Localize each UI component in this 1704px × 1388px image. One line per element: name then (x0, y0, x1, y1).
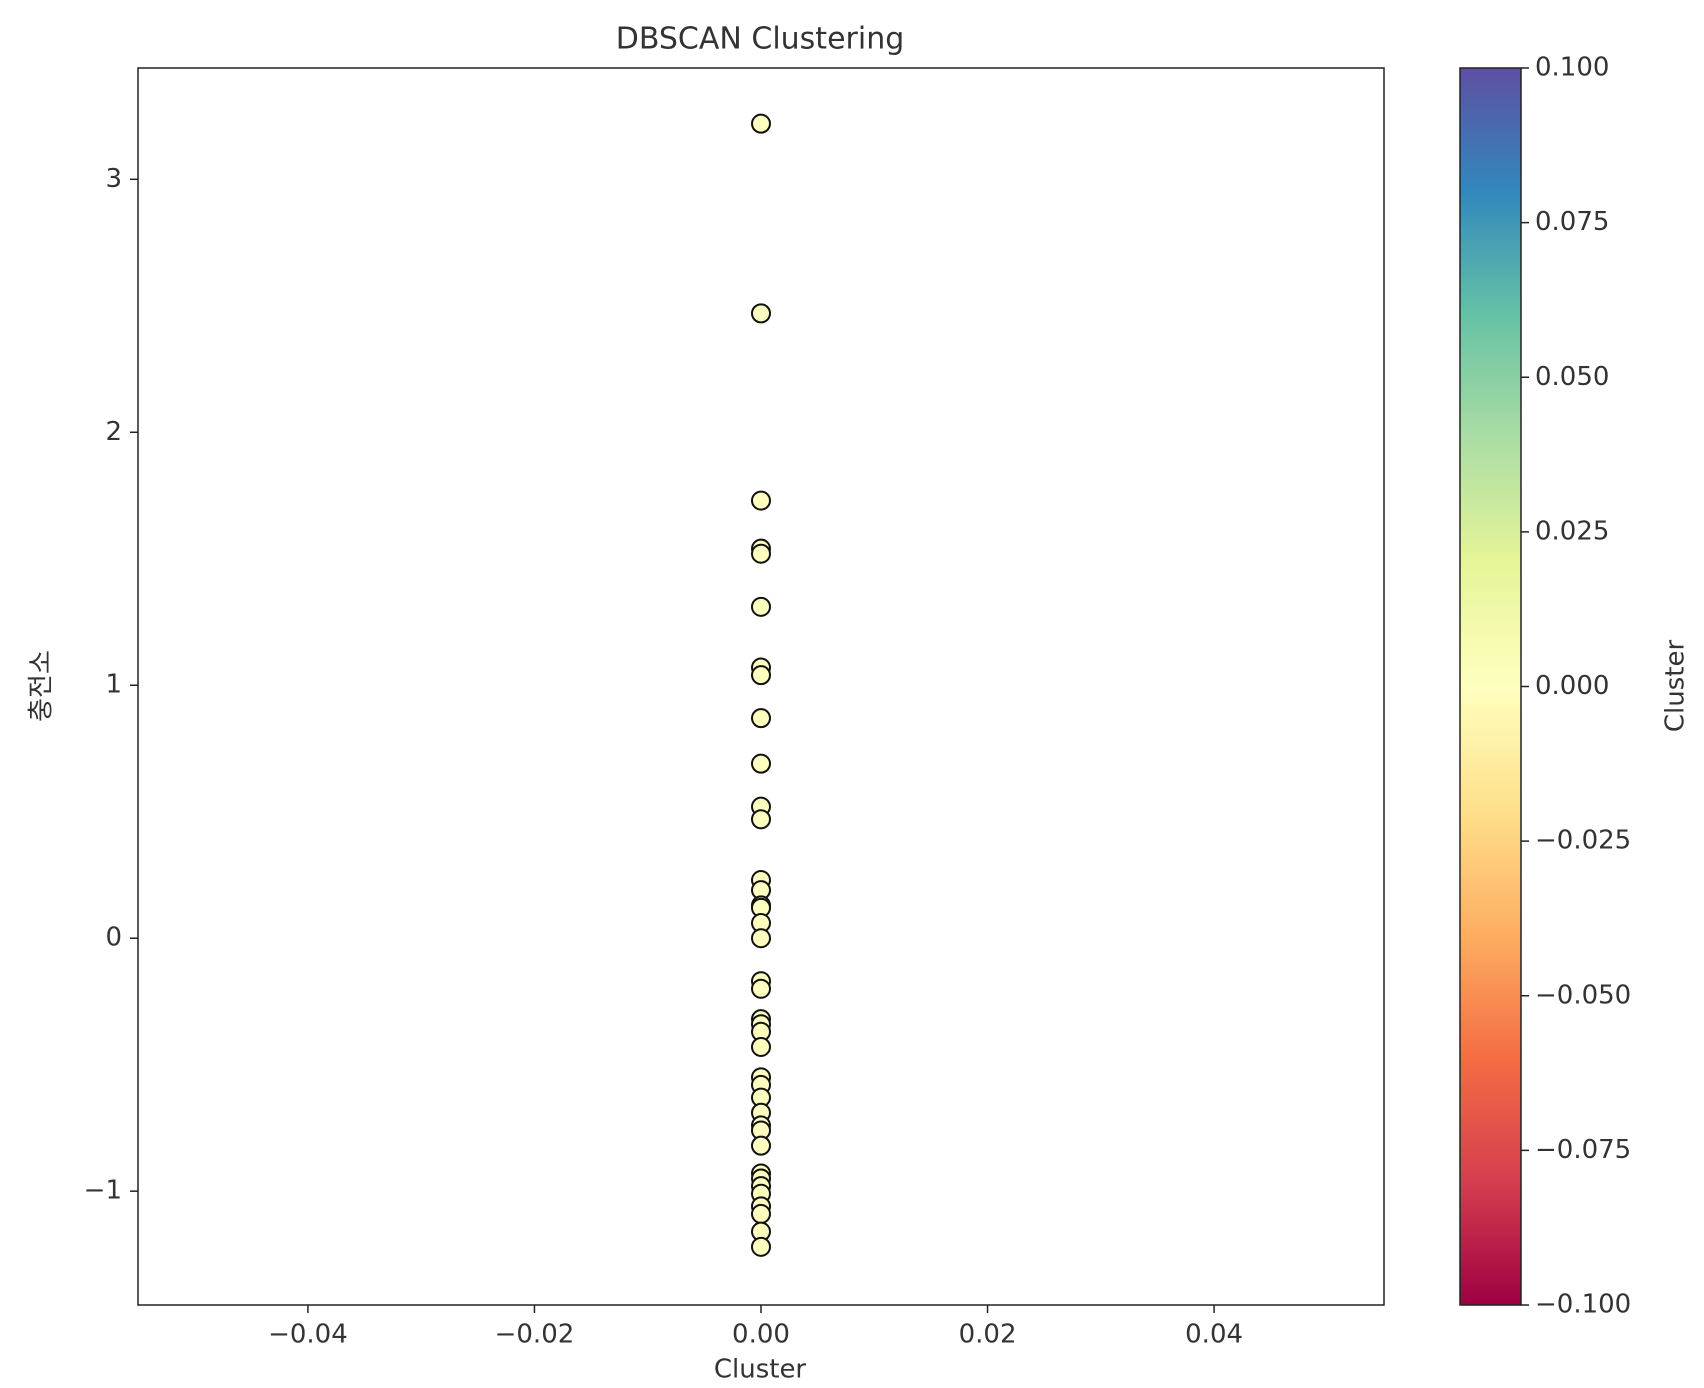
point (751, 596, 771, 617)
point (751, 1236, 771, 1257)
colorbar-label: Cluster (1661, 640, 1691, 733)
colorbar-tick-label: −0.100 (1535, 1290, 1631, 1320)
x-tick-label: −0.04 (268, 1320, 348, 1350)
colorbar-tick-label: 0.050 (1535, 362, 1609, 392)
point (751, 303, 771, 324)
colorbar-tick-label: −0.025 (1535, 826, 1631, 856)
chart-title: DBSCAN Clustering (616, 22, 905, 57)
point (751, 490, 771, 511)
colorbar-tick-label: 0.075 (1535, 207, 1609, 237)
y-axis-label: 충전소 (27, 650, 57, 722)
point (751, 113, 771, 134)
colorbar-tick-label: 0.000 (1535, 671, 1609, 701)
x-tick-label: 0.00 (732, 1320, 790, 1350)
point (751, 978, 771, 999)
colorbar-tick-label: −0.075 (1535, 1135, 1631, 1165)
colorbar-tick-label: 0.025 (1535, 516, 1609, 546)
point (751, 928, 771, 949)
x-tick-label: 0.02 (959, 1320, 1017, 1350)
x-tick-label: 0.04 (1185, 1320, 1243, 1350)
y-tick-label: 1 (105, 670, 122, 700)
point (751, 1203, 771, 1224)
point (751, 665, 771, 686)
point (751, 753, 771, 774)
y-tick-label: 3 (105, 164, 122, 194)
x-axis-label: Cluster (714, 1355, 807, 1385)
colorbar (1459, 67, 1522, 1306)
point (751, 1036, 771, 1057)
point (751, 809, 771, 830)
y-tick-label: −1 (84, 1176, 122, 1206)
colorbar-tick-label: 0.100 (1535, 53, 1609, 83)
colorbar-tick-label: −0.050 (1535, 980, 1631, 1010)
x-tick-label: −0.02 (495, 1320, 575, 1350)
point (751, 1135, 771, 1156)
y-tick-label: 2 (105, 417, 122, 447)
y-tick-label: 0 (105, 923, 122, 953)
point (751, 708, 771, 729)
point (751, 543, 771, 564)
